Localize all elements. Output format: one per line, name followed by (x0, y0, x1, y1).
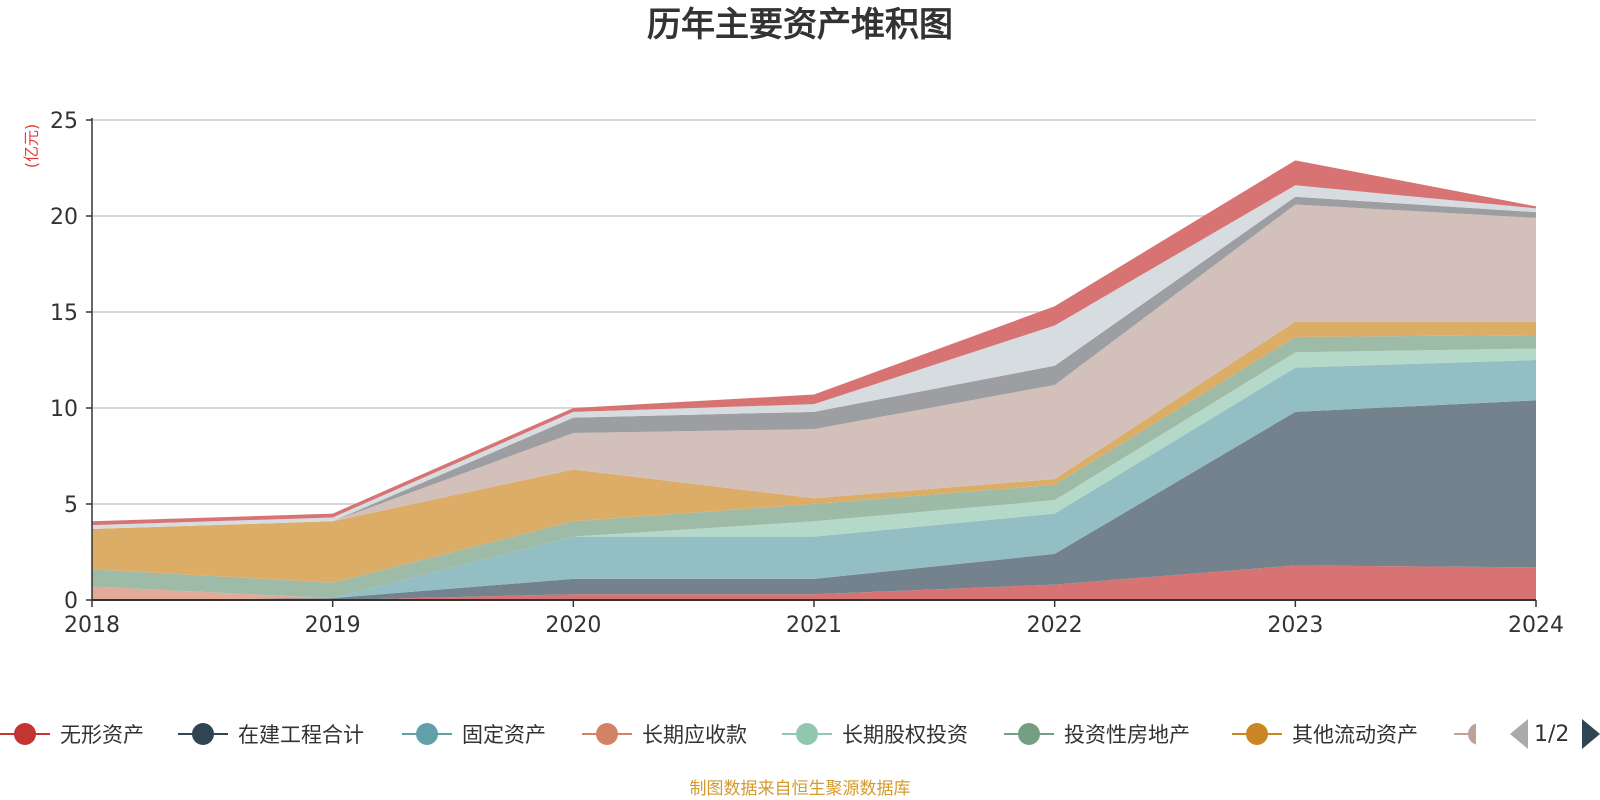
legend-item[interactable]: 固定资产 (402, 723, 546, 747)
legend-next-page-icon[interactable] (1582, 719, 1600, 749)
legend-item[interactable]: 长期应收款 (582, 723, 747, 747)
x-tick-label: 2018 (64, 613, 120, 638)
legend-item[interactable]: 长期股权投资 (782, 723, 968, 747)
y-tick-label: 0 (64, 589, 78, 614)
legend-pager: 1/2 (1510, 719, 1600, 749)
legend-prev-page-icon[interactable] (1510, 719, 1528, 749)
legend-item[interactable]: 投资性房地产 (1004, 723, 1190, 747)
y-tick-label: 25 (50, 109, 78, 134)
y-tick-label: 15 (50, 301, 78, 326)
legend-label: 长期股权投资 (842, 723, 968, 747)
legend-marker-icon (416, 723, 438, 745)
legend-marker-icon (596, 723, 618, 745)
legend-overflow-mask (1476, 712, 1506, 756)
chart-title: 历年主要资产堆积图 (647, 5, 953, 45)
y-tick-label: 5 (64, 493, 78, 518)
x-tick-label: 2022 (1027, 613, 1083, 638)
legend-item[interactable]: 无形资产 (0, 723, 144, 747)
area-series (92, 160, 1536, 600)
area-series-2 (92, 360, 1536, 600)
x-tick-label: 2023 (1267, 613, 1323, 638)
legend-label: 在建工程合计 (238, 723, 364, 747)
x-tick-label: 2020 (545, 613, 601, 638)
legend-label: 固定资产 (462, 723, 546, 747)
legend-page-indicator: 1/2 (1534, 722, 1569, 747)
legend-marker-icon (1246, 723, 1268, 745)
source-note: 制图数据来自恒生聚源数据库 (689, 779, 911, 799)
legend-marker-icon (14, 723, 36, 745)
area-series-1 (92, 400, 1536, 600)
area-series-10 (92, 160, 1536, 526)
y-tick-label: 20 (50, 205, 78, 230)
legend-marker-icon (796, 723, 818, 745)
legend-label: 无形资产 (60, 723, 144, 747)
legend-label: 长期应收款 (642, 723, 747, 747)
axes: 0 5 10 15 20 25 2018 2019 2020 2021 2022 2023 2024 (50, 109, 1564, 638)
area-series-7 (92, 204, 1536, 529)
area-series-9 (92, 185, 1536, 529)
x-tick-label: 2019 (305, 613, 361, 638)
x-tick-label: 2024 (1508, 613, 1564, 638)
legend-label: 其他流动资产 (1292, 723, 1418, 747)
legend: 无形资产 在建工程合计 固定资产 长期应收款 长期股权投资 投资性房地产 其他流动资产 (0, 712, 1506, 756)
y-tick-label: 10 (50, 397, 78, 422)
legend-label: 投资性房地产 (1064, 723, 1190, 747)
legend-item[interactable]: 在建工程合计 (178, 723, 364, 747)
x-tick-label: 2021 (786, 613, 842, 638)
area-series-6 (92, 321, 1536, 583)
legend-marker-icon (192, 723, 214, 745)
area-series-0 (92, 565, 1536, 600)
legend-marker-icon (1018, 723, 1040, 745)
legend-item[interactable]: 其他流动资产 (1232, 723, 1418, 747)
